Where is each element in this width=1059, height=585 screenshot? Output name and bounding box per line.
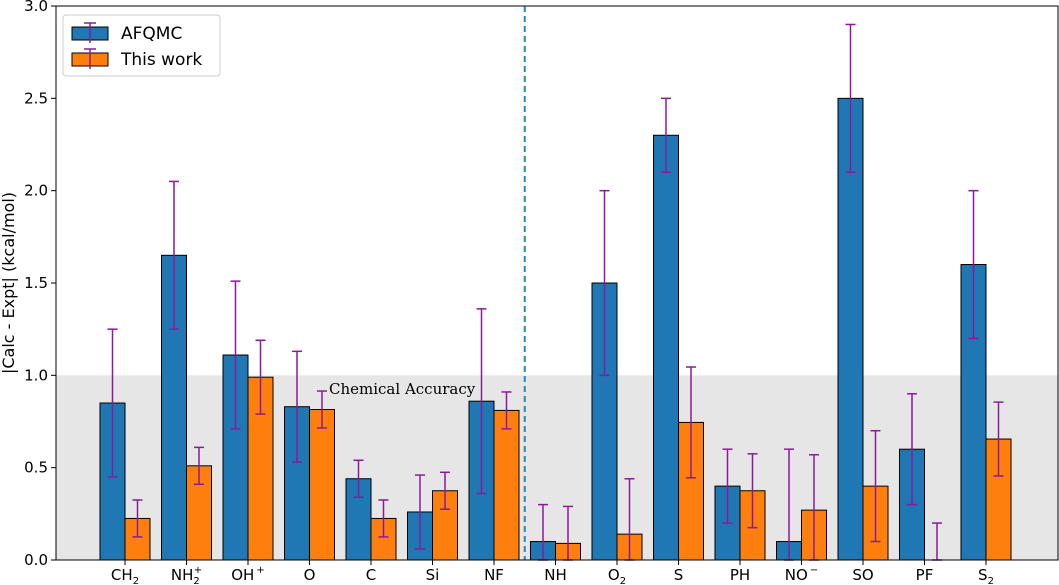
bar-this-work-nf (493, 409, 520, 561)
y-tick-label: 1.5 (24, 274, 48, 292)
errorbar-afqmc-4 (353, 459, 364, 498)
x-axis: CH2 NH2+ OH + O C Si NF NH O2 S PH NO − SO PF S2 (111, 560, 994, 585)
y-axis-label: |Calc - Expt| (kcal/mol) (0, 192, 18, 374)
legend-label: AFQMC (121, 24, 182, 44)
errorbar-this-work-3 (317, 390, 327, 429)
errorbar-this-work-10 (747, 453, 758, 529)
y-tick-label: 2.5 (24, 89, 48, 107)
x-tick-label: SO (852, 566, 873, 584)
y-tick-label: 0.0 (24, 551, 48, 569)
errorbar-afqmc-8 (599, 189, 610, 377)
y-axis: 0.0 0.5 1.0 1.5 2.0 2.5 3.0 (24, 0, 56, 569)
legend-label: This work (120, 50, 202, 70)
x-tick-label: CH2 (111, 566, 139, 585)
x-tick-label: Si (426, 566, 440, 584)
errorbar-afqmc-12 (845, 23, 856, 173)
errorbar-afqmc-5 (415, 474, 425, 550)
y-tick-label: 2.0 (24, 182, 48, 200)
errorbar-afqmc-2 (230, 280, 241, 430)
y-tick-label: 0.5 (24, 459, 48, 477)
legend: AFQMC This work (62, 14, 221, 77)
x-tick-label: NH (544, 566, 567, 584)
x-tick-label: S2 (978, 566, 994, 585)
chemical-accuracy-label: Chemical Accuracy (329, 380, 476, 398)
errorbar-afqmc-1 (169, 180, 179, 330)
errorbar-afqmc-13 (907, 393, 917, 506)
errorbar-this-work-6 (501, 391, 512, 430)
legend-item-this-work: This work (71, 48, 202, 70)
errorbar-this-work-4 (378, 499, 389, 538)
errorbar-this-work-1 (194, 446, 204, 486)
x-tick-label: PF (916, 566, 934, 584)
errorbar-this-work-2 (255, 339, 266, 415)
bar-this-work-o (309, 408, 335, 561)
x-tick-label: OH + (231, 565, 264, 584)
x-tick-label: NO − (785, 565, 818, 584)
errorbar-this-work-12 (870, 429, 881, 543)
x-tick-label: O2 (608, 566, 626, 585)
legend-item-afqmc: AFQMC (71, 22, 182, 44)
x-tick-label: PH (730, 566, 750, 584)
errorbar-afqmc-14 (968, 189, 979, 340)
errorbar-afqmc-9 (661, 97, 671, 173)
y-tick-label: 3.0 (24, 0, 48, 15)
errorbar-afqmc-3 (292, 350, 302, 463)
errorbar-afqmc-6 (476, 308, 487, 495)
errorbar-afqmc-0 (107, 328, 118, 478)
bars-layer (99, 97, 1012, 561)
x-tick-label: S (674, 566, 684, 584)
x-tick-label: NH2+ (171, 565, 202, 585)
errorbar-afqmc-10 (722, 448, 733, 524)
errorbar-this-work-9 (686, 366, 696, 479)
errorbar-this-work-0 (132, 499, 143, 538)
x-tick-label: C (366, 566, 376, 584)
errorbar-this-work-14 (993, 401, 1004, 477)
bar-afqmc-s (653, 134, 679, 561)
x-tick-label: NF (484, 566, 504, 584)
errorbar-this-work-5 (440, 471, 450, 510)
x-tick-label: O (304, 566, 316, 584)
y-tick-label: 1.0 (24, 366, 48, 384)
